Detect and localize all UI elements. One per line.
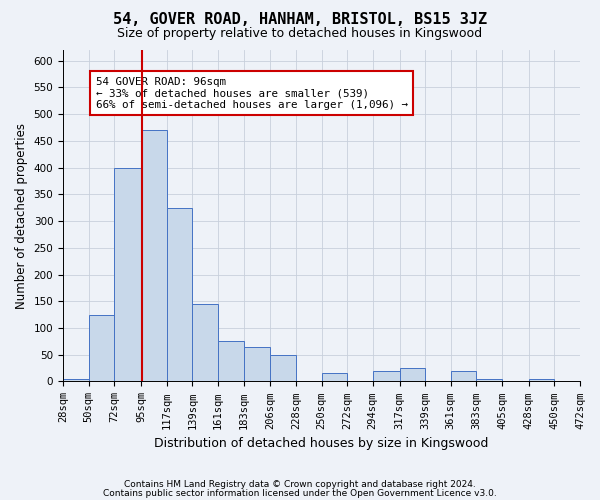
X-axis label: Distribution of detached houses by size in Kingswood: Distribution of detached houses by size … bbox=[154, 437, 489, 450]
Bar bbox=[63, 379, 89, 382]
Bar bbox=[141, 130, 167, 382]
Bar bbox=[373, 371, 400, 382]
Bar bbox=[451, 371, 476, 382]
Text: Contains public sector information licensed under the Open Government Licence v3: Contains public sector information licen… bbox=[103, 488, 497, 498]
Bar bbox=[244, 346, 270, 382]
Bar bbox=[476, 379, 502, 382]
Text: Contains HM Land Registry data © Crown copyright and database right 2024.: Contains HM Land Registry data © Crown c… bbox=[124, 480, 476, 489]
Bar bbox=[529, 379, 554, 382]
Bar bbox=[89, 314, 114, 382]
Text: 54, GOVER ROAD, HANHAM, BRISTOL, BS15 3JZ: 54, GOVER ROAD, HANHAM, BRISTOL, BS15 3J… bbox=[113, 12, 487, 28]
Bar bbox=[114, 168, 141, 382]
Bar bbox=[270, 354, 296, 382]
Bar bbox=[322, 374, 347, 382]
Bar bbox=[192, 304, 218, 382]
Bar bbox=[218, 342, 244, 382]
Bar bbox=[400, 368, 425, 382]
Text: Size of property relative to detached houses in Kingswood: Size of property relative to detached ho… bbox=[118, 28, 482, 40]
Y-axis label: Number of detached properties: Number of detached properties bbox=[15, 122, 28, 308]
Bar bbox=[167, 208, 192, 382]
Text: 54 GOVER ROAD: 96sqm
← 33% of detached houses are smaller (539)
66% of semi-deta: 54 GOVER ROAD: 96sqm ← 33% of detached h… bbox=[95, 76, 407, 110]
